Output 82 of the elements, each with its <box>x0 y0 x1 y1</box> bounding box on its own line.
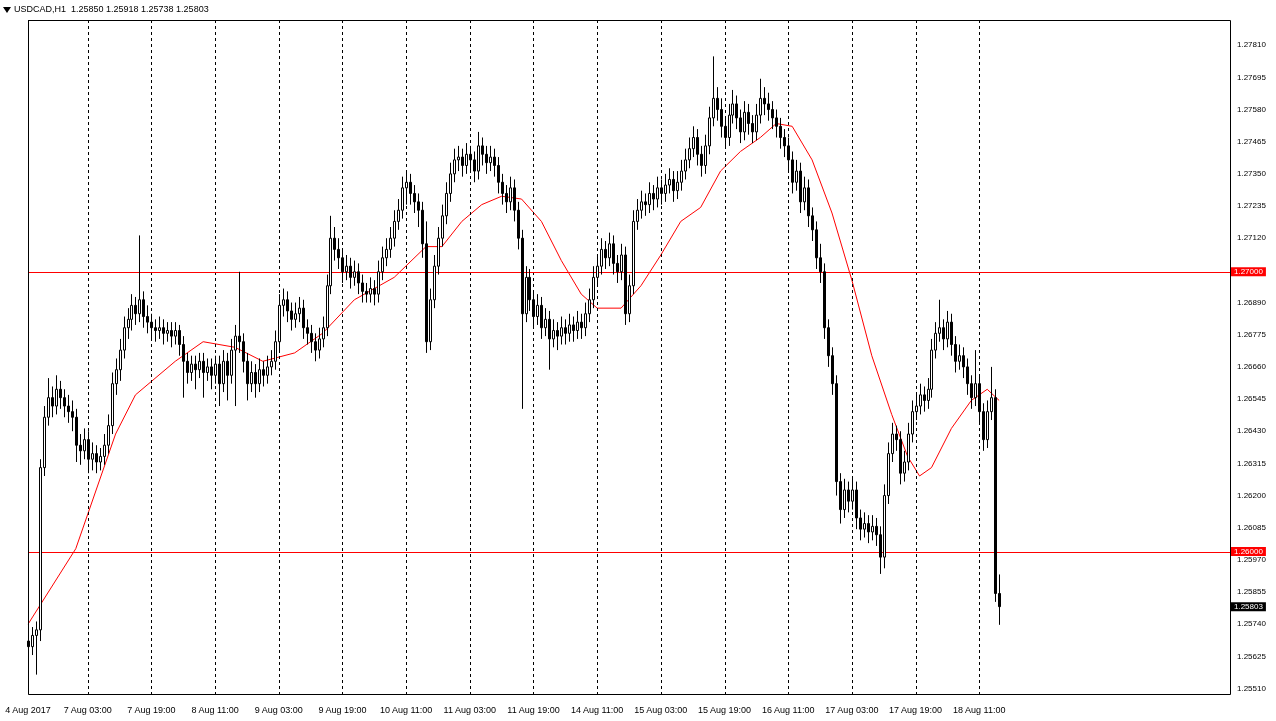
y-tick-label: 1.26085 <box>1237 522 1267 532</box>
y-tick-label: 1.27580 <box>1237 104 1267 114</box>
candlestick <box>210 358 213 390</box>
candlestick <box>696 128 699 166</box>
candlestick <box>290 302 293 332</box>
candlestick <box>767 92 770 122</box>
y-tick-label: 1.25970 <box>1237 555 1267 565</box>
candlestick <box>401 176 404 220</box>
x-tick-label: 16 Aug 11:00 <box>762 705 815 716</box>
x-tick-label: 10 Aug 11:00 <box>379 705 433 716</box>
candlestick <box>314 332 317 362</box>
candlestick <box>568 313 571 343</box>
y-tick-label: 1.26430 <box>1237 426 1267 436</box>
candlestick <box>572 316 575 343</box>
candlestick <box>262 360 265 387</box>
candlestick <box>361 274 364 304</box>
x-tick-label: 15 Aug 19:00 <box>697 705 752 716</box>
candlestick <box>51 385 54 418</box>
x-tick-label: 9 Aug 03:00 <box>254 705 303 716</box>
y-tick-label: 1.27350 <box>1237 169 1267 179</box>
y-tick-label: 1.27465 <box>1237 136 1267 146</box>
candlestick <box>294 302 297 329</box>
candlestick <box>266 355 269 385</box>
y-tick-label: 1.26315 <box>1237 458 1267 468</box>
candlestick <box>919 383 922 415</box>
y-tick-label: 1.27235 <box>1237 201 1267 211</box>
y-tick-label: 1.26660 <box>1237 362 1267 372</box>
candlestick <box>318 327 321 359</box>
x-tick-label: 11 Aug 03:00 <box>443 705 496 716</box>
candlestick <box>162 318 165 346</box>
ref-line-label: 1.26000 <box>1234 546 1264 556</box>
y-tick-label: 1.25625 <box>1237 651 1267 661</box>
candlestick <box>206 358 209 382</box>
y-tick-label: 1.25510 <box>1237 683 1267 693</box>
candlestick <box>63 388 66 418</box>
text: 1.25803 <box>1234 601 1264 611</box>
candlestick <box>174 321 177 346</box>
y-tick-label: 1.26775 <box>1237 329 1267 339</box>
y-tick-label: 1.26545 <box>1237 394 1267 404</box>
x-tick-label: 11 Aug 19:00 <box>507 705 560 716</box>
x-tick-label: 18 Aug 11:00 <box>953 705 1006 716</box>
y-tick-label: 1.26890 <box>1237 297 1267 307</box>
x-tick-label: 8 Aug 11:00 <box>191 705 239 716</box>
candlestick <box>640 190 643 220</box>
candlestick <box>656 176 659 208</box>
candlestick <box>958 344 961 371</box>
x-tick-label: 4 Aug 2017 <box>5 705 51 716</box>
candlestick <box>863 511 866 539</box>
chart-title: USDCAD,H1 1.25850 1.25918 1.25738 1.25803 <box>14 4 209 15</box>
candlestick <box>154 318 157 343</box>
candlestick <box>684 148 687 180</box>
candlestick <box>377 260 380 304</box>
candlestick <box>560 316 563 346</box>
candlestick <box>170 321 173 348</box>
candlestick <box>564 318 567 346</box>
candlestick <box>369 276 372 304</box>
candlestick <box>353 260 356 287</box>
candlestick <box>923 385 926 413</box>
x-tick-label: 15 Aug 03:00 <box>634 705 688 716</box>
y-tick-label: 1.27810 <box>1237 40 1267 50</box>
y-tick-label: 1.25740 <box>1237 619 1267 629</box>
y-tick-label: 1.26200 <box>1237 490 1267 500</box>
y-tick-label: 1.25855 <box>1237 587 1267 597</box>
x-tick-label: 7 Aug 19:00 <box>127 705 176 716</box>
x-tick-label: 17 Aug 19:00 <box>889 705 943 716</box>
candlestick <box>91 441 94 471</box>
candlestick <box>158 316 161 340</box>
candlestick <box>775 109 778 138</box>
candlestick <box>994 388 997 603</box>
ref-line-label: 1.27000 <box>1234 266 1264 276</box>
candlestick <box>899 430 902 485</box>
candlestick <box>477 131 480 180</box>
candlestick <box>166 321 169 343</box>
x-tick-label: 14 Aug 11:00 <box>570 705 624 716</box>
y-tick-label: 1.27695 <box>1237 72 1267 82</box>
candlestick <box>556 321 559 351</box>
x-tick-label: 7 Aug 03:00 <box>63 705 112 716</box>
x-tick-label: 9 Aug 19:00 <box>318 705 367 716</box>
candlestick <box>612 234 615 276</box>
y-tick-label: 1.27120 <box>1237 233 1267 243</box>
candlestick <box>720 97 723 138</box>
x-tick-label: 17 Aug 03:00 <box>825 705 879 716</box>
